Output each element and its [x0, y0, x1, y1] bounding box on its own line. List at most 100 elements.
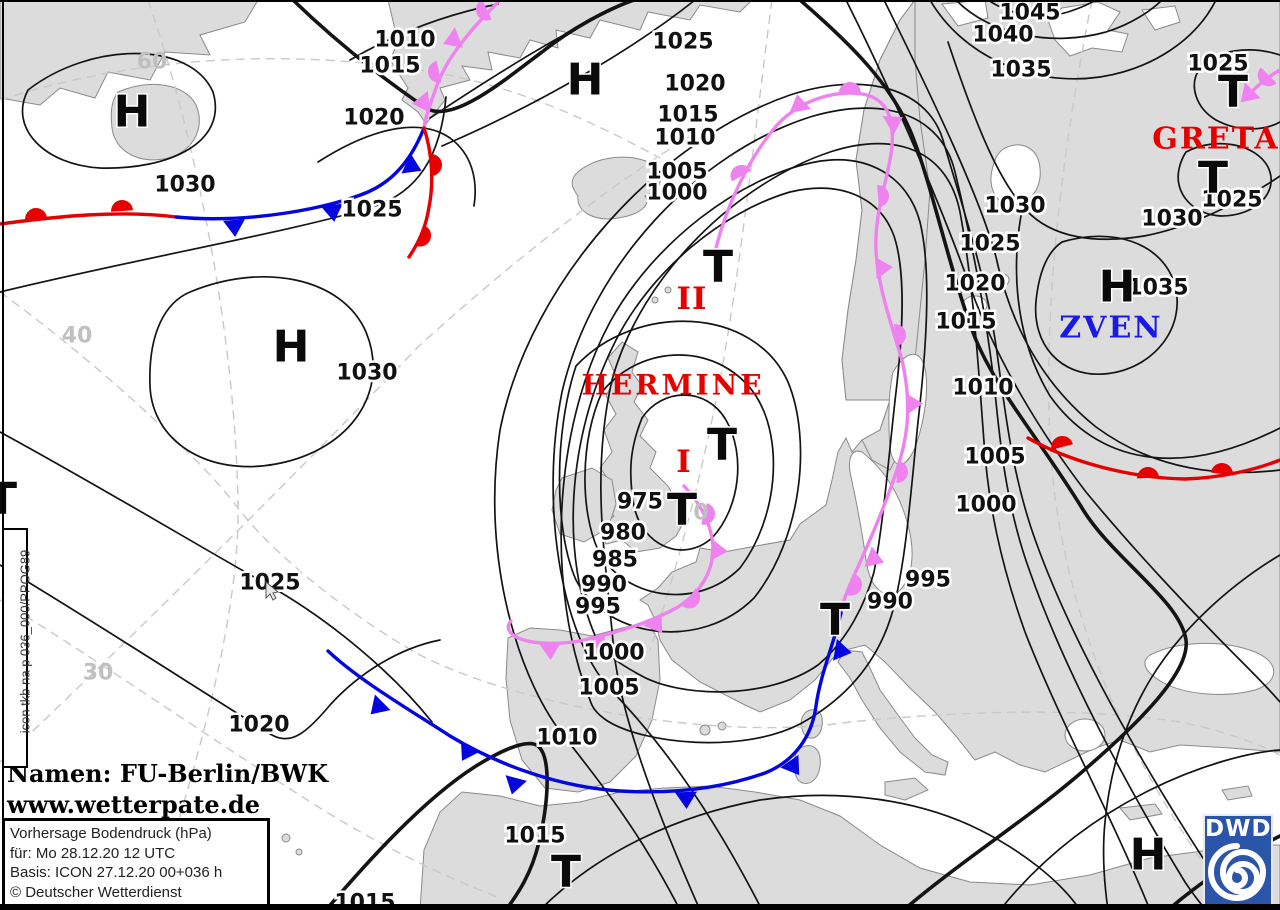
isobar-value-label: 1030: [1141, 207, 1202, 232]
isobar-1035-zven: [1034, 235, 1179, 375]
low-pressure-letter: T: [551, 847, 581, 898]
occluded-front-greenland: [422, 0, 502, 130]
isobar-value-label: 975: [617, 490, 663, 515]
isobar-value-label: 1005: [964, 445, 1025, 470]
land-scandinavia-fill: [841, 0, 931, 471]
isobar-1020-nw: [317, 126, 476, 207]
frame-top: [0, 0, 1280, 2]
isobar-1025-ne-w: [441, 0, 696, 147]
low-pressure-letter: T: [1218, 67, 1248, 118]
storm-name-label: I: [676, 444, 692, 480]
storm-name-label: GRETA: [1152, 122, 1279, 157]
isobar-1015-bold-greenland: [291, 0, 636, 114]
isobar-value-label: 990: [581, 573, 627, 598]
low-pressure-letter: T: [820, 595, 850, 646]
sea-black-sea: [1144, 642, 1275, 695]
isobar-1015-bold-morocco: [324, 741, 549, 910]
graticule-meridian-ne: [0, 129, 701, 763]
isobar-1025-nw: [0, 96, 447, 293]
graticule-meridian-e: [1047, 0, 1236, 910]
cold-front-mediterranean: [326, 611, 843, 794]
isobar-value-label: 1015: [935, 310, 996, 335]
isobar-blacksea: [1102, 554, 1280, 910]
cold-front-west: [174, 126, 426, 221]
isobar-value-label: 995: [905, 568, 951, 593]
isobar-value-label: 1010: [654, 126, 715, 151]
isobar-value-label: 1005: [578, 676, 639, 701]
high-pressure-letter: H: [273, 322, 310, 373]
isobar-1040-arctic: [955, 0, 1163, 40]
graticule-degree-label: 0: [693, 501, 708, 526]
graticule-lat-30: [0, 599, 501, 899]
isobar-value-label: 985: [592, 548, 638, 573]
low-pressure-letter: T: [1198, 153, 1228, 204]
isobar-1025-greta-n: [1193, 49, 1280, 130]
info-product: Vorhersage Bodendruck (hPa): [10, 825, 212, 842]
high-pressure-letter: H: [1099, 262, 1136, 313]
low-pressure-letter: T: [707, 420, 737, 471]
land-baffin-island: [110, 83, 200, 161]
isobar-value-label: 1030: [154, 173, 215, 198]
isobar-value-label: 1030: [984, 194, 1045, 219]
graticule-lat-40: [0, 291, 1280, 756]
isobar-value-label: 995: [575, 595, 621, 620]
isobar-value-label: 1010: [374, 28, 435, 53]
isobar-1025-sw: [0, 431, 433, 723]
high-pressure-letter: H: [114, 87, 151, 138]
mouse-cursor: [265, 580, 280, 601]
island-faroe: [651, 296, 659, 304]
dwd-spiral-icon: [1208, 843, 1267, 901]
isobar-value-label: 1010: [536, 726, 597, 751]
isobar-value-label: 1000: [583, 641, 644, 666]
low-pressure-letter: T: [703, 242, 733, 293]
frame-bottom: [0, 904, 1280, 910]
isobar-1045-arctic: [987, 0, 1096, 17]
isobar-value-label: 1025: [1187, 52, 1248, 77]
isobar-990: [572, 187, 903, 693]
island-balearic-1: [699, 724, 711, 736]
island-svalbard: [1047, 1, 1129, 57]
isobar-1025-greta-s: [1177, 142, 1272, 217]
isobar-1030-se: [1015, 199, 1280, 460]
storm-name-label: HERMINE: [581, 369, 764, 402]
low-pressure-letter: T: [0, 474, 17, 525]
info-copyright: © Deutscher Wetterdienst: [10, 883, 182, 901]
sea-aegean: [1064, 718, 1106, 752]
island-svalbard-2: [1141, 5, 1181, 31]
island-shetland: [664, 286, 672, 294]
island-canary-1: [281, 833, 291, 843]
storm-name-label: II: [676, 281, 707, 317]
isobar-1030-iceland: [21, 52, 216, 169]
isobar-1035-arctic: [929, 0, 1217, 80]
isobar-value-label: 1025: [652, 30, 713, 55]
isobar-levant: [999, 749, 1280, 910]
land-canada: [0, 0, 259, 106]
isobar-value-label: 1045: [999, 1, 1060, 26]
isobar-1015-bold-east: [798, 0, 1188, 910]
isobar-1020-sw: [0, 564, 441, 740]
isobar-985: [558, 320, 802, 633]
storm-name-label: ZVEN: [1059, 311, 1162, 346]
info-model-basis: Basis: ICON 27.12.20 00+036 h: [10, 864, 223, 881]
land-crete: [1119, 803, 1163, 821]
isobar-value-label: 1025: [959, 232, 1020, 257]
warm-front-east: [1026, 436, 1280, 481]
isobar-1030-ne: [947, 41, 1280, 241]
isobar-value-label: 1025: [1201, 188, 1262, 213]
forecast-info-box: Vorhersage Bodendruck (hPa) für: Mo 28.1…: [2, 818, 270, 909]
isobar-value-label: 1025: [341, 198, 402, 223]
land-greenland: [387, 0, 753, 125]
isobar-value-label: 1000: [646, 181, 707, 206]
land-britain: [597, 341, 687, 553]
land-europe-russia: [639, 0, 1280, 773]
warm-front-west: [0, 212, 178, 226]
isobar-980: [584, 354, 775, 596]
isobar-1010: [493, 83, 1238, 910]
high-pressure-letter: H: [1130, 830, 1167, 881]
